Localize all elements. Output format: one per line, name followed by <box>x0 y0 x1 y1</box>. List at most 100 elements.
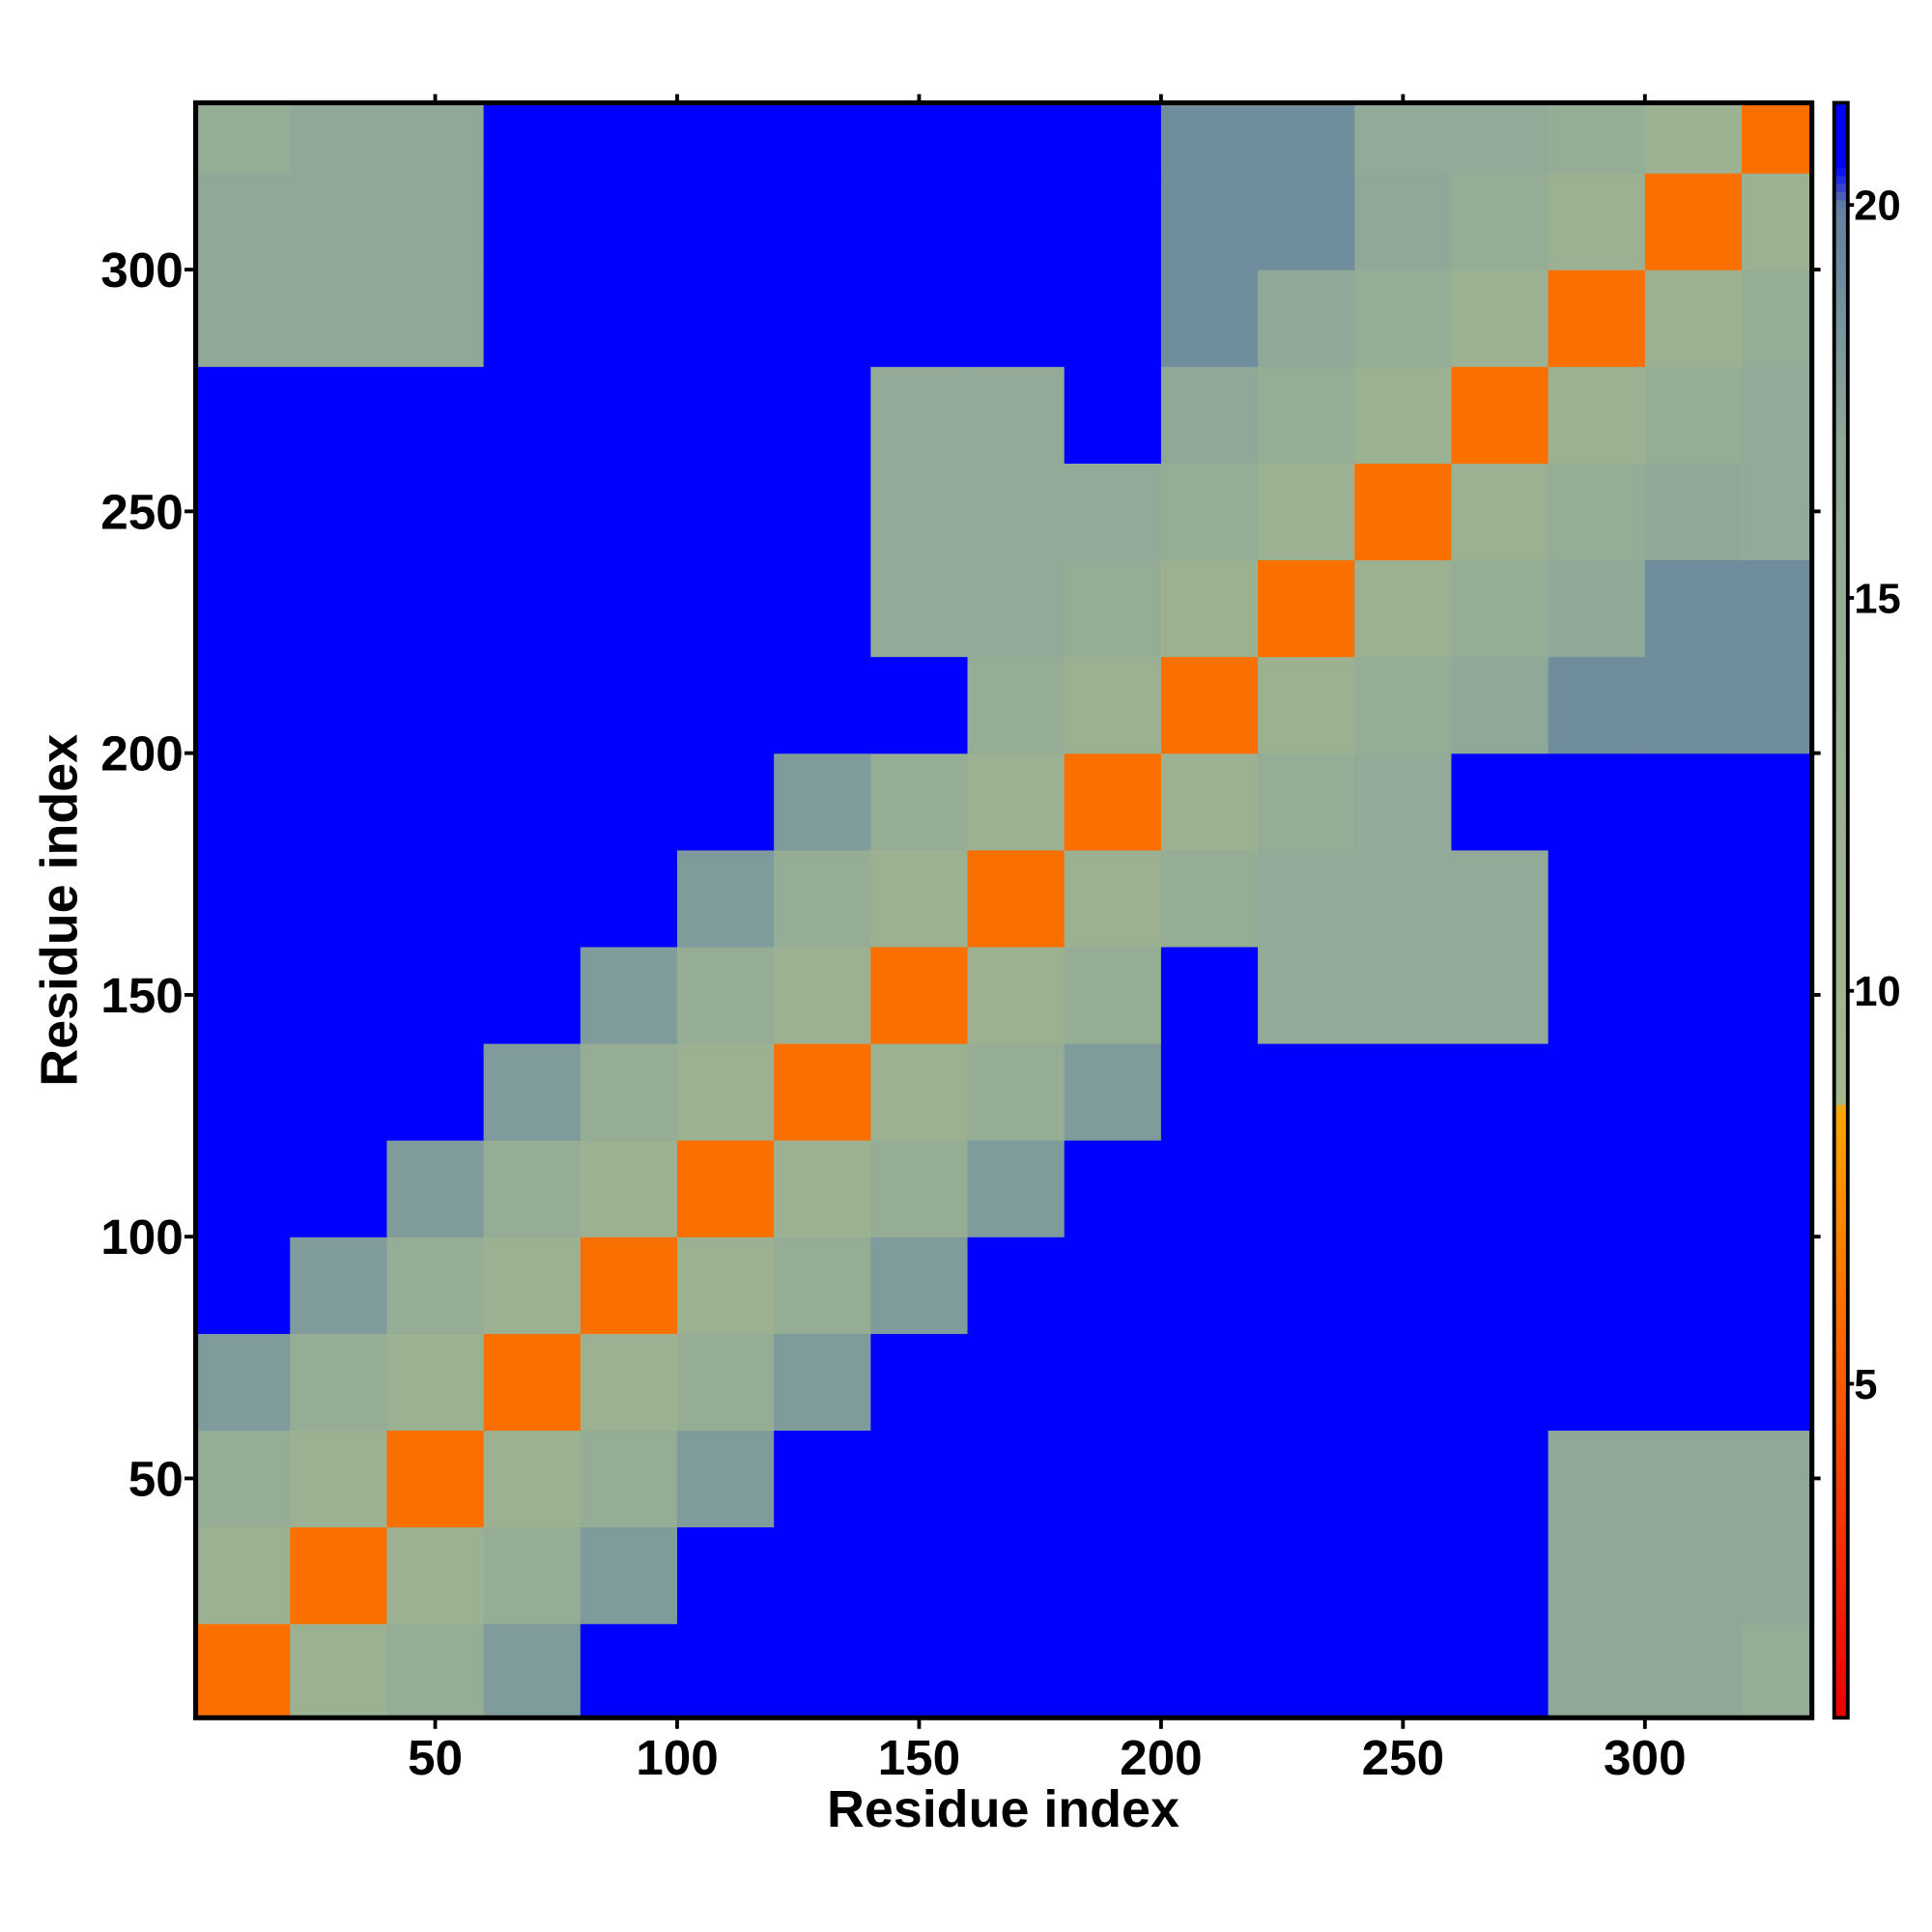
heatmap-cell <box>1644 1526 1743 1625</box>
colorbar-step <box>1833 1233 1848 1242</box>
colorbar-step <box>1833 675 1848 686</box>
heatmap-cell <box>1354 270 1453 367</box>
colorbar-step <box>1833 829 1848 838</box>
heatmap-cell <box>1451 463 1549 561</box>
heatmap-cell <box>483 1526 582 1625</box>
heatmap-cell <box>195 270 291 367</box>
colorbar-step <box>1833 627 1848 637</box>
colorbar-step <box>1833 749 1848 758</box>
colorbar-step <box>1833 894 1848 903</box>
colorbar-step <box>1833 1039 1848 1049</box>
colorbar-step <box>1833 643 1848 653</box>
colorbar-step <box>1833 1410 1848 1420</box>
colorbar-step <box>1833 668 1848 677</box>
colorbar-step <box>1833 1362 1848 1372</box>
heatmap-cell <box>1064 1236 1162 1334</box>
heatmap-cell <box>1742 366 1812 464</box>
heatmap-cell <box>1548 1042 1646 1141</box>
colorbar-step <box>1833 1023 1848 1033</box>
colorbar-step <box>1833 1225 1848 1235</box>
heatmap-cell <box>676 1526 775 1625</box>
colorbar-step <box>1833 1523 1848 1533</box>
heatmap-cell <box>483 1623 582 1719</box>
heatmap-cell <box>774 1042 871 1141</box>
heatmap-cell <box>290 102 388 174</box>
x-tick-label: 300 <box>1604 1730 1687 1785</box>
heatmap-cell <box>290 1236 388 1334</box>
colorbar-step <box>1833 1184 1848 1194</box>
colorbar-step <box>1833 384 1848 395</box>
colorbar-step <box>1833 256 1848 266</box>
colorbar-step <box>1833 1564 1848 1574</box>
colorbar-tick-label: 15 <box>1854 576 1900 622</box>
colorbar-step <box>1833 1531 1848 1542</box>
heatmap-cell <box>1451 270 1549 367</box>
colorbar-step <box>1833 1693 1848 1703</box>
heatmap-cell <box>483 1236 582 1334</box>
heatmap-cells <box>195 102 1812 1719</box>
heatmap-cell <box>1548 172 1646 270</box>
colorbar-step <box>1833 1516 1848 1525</box>
colorbar-step <box>1833 732 1848 742</box>
heatmap-cell <box>290 270 388 367</box>
colorbar-step <box>1833 1507 1848 1517</box>
heatmap-cell <box>1160 1526 1259 1625</box>
heatmap-cell <box>195 463 291 561</box>
colorbar-step <box>1833 1661 1848 1670</box>
heatmap-cell <box>195 849 291 948</box>
colorbar-step <box>1833 699 1848 710</box>
colorbar-step <box>1833 102 1848 112</box>
colorbar-step <box>1833 692 1848 701</box>
heatmap-cell <box>870 1333 969 1432</box>
heatmap-cell <box>967 849 1065 948</box>
heatmap-cell <box>1160 1430 1259 1528</box>
heatmap-cell <box>483 172 582 270</box>
heatmap-cell <box>1451 102 1549 174</box>
heatmap-cell <box>870 559 969 658</box>
heatmap-cell <box>290 1333 388 1432</box>
colorbar-step <box>1833 425 1848 435</box>
colorbar-step <box>1833 603 1848 612</box>
heatmap-cell <box>386 849 485 948</box>
colorbar-step <box>1833 1644 1848 1655</box>
colorbar-step <box>1833 862 1848 871</box>
colorbar-step <box>1833 449 1848 459</box>
heatmap-cell <box>1451 753 1549 851</box>
colorbar-step <box>1833 1128 1848 1138</box>
heatmap-cell <box>1548 1526 1646 1625</box>
colorbar-step <box>1833 1370 1848 1379</box>
heatmap-cell <box>774 1623 871 1719</box>
heatmap-cell <box>676 102 775 174</box>
heatmap-cell <box>1064 946 1162 1044</box>
colorbar-step <box>1833 1612 1848 1622</box>
colorbar-step <box>1833 1047 1848 1057</box>
colorbar-step <box>1833 208 1848 217</box>
colorbar-step <box>1833 1168 1848 1178</box>
heatmap-cell <box>1742 559 1812 658</box>
heatmap-cell <box>1160 946 1259 1044</box>
colorbar-step <box>1833 328 1848 338</box>
heatmap-cell <box>870 849 969 948</box>
heatmap-cell <box>1258 559 1355 658</box>
colorbar-step <box>1833 797 1848 807</box>
colorbar-step <box>1833 369 1848 379</box>
colorbar-step <box>1833 1442 1848 1453</box>
heatmap-cell <box>1354 1526 1453 1625</box>
heatmap-cell <box>967 172 1065 270</box>
colorbar-step <box>1833 110 1848 120</box>
heatmap-cell <box>1548 270 1646 367</box>
colorbar-step <box>1833 1095 1848 1105</box>
heatmap-cell <box>1644 1236 1743 1334</box>
colorbar-step <box>1833 215 1848 225</box>
colorbar-step <box>1833 781 1848 790</box>
colorbar-step <box>1833 1346 1848 1355</box>
heatmap-cell <box>676 1042 775 1141</box>
heatmap-cell <box>870 753 969 851</box>
colorbar-step <box>1833 708 1848 718</box>
heatmap-cell <box>967 656 1065 754</box>
heatmap-cell <box>1548 656 1646 754</box>
colorbar-step <box>1833 410 1848 419</box>
heatmap-cell <box>676 1140 775 1237</box>
heatmap-cell <box>580 1140 678 1237</box>
heatmap-cell <box>580 559 678 658</box>
